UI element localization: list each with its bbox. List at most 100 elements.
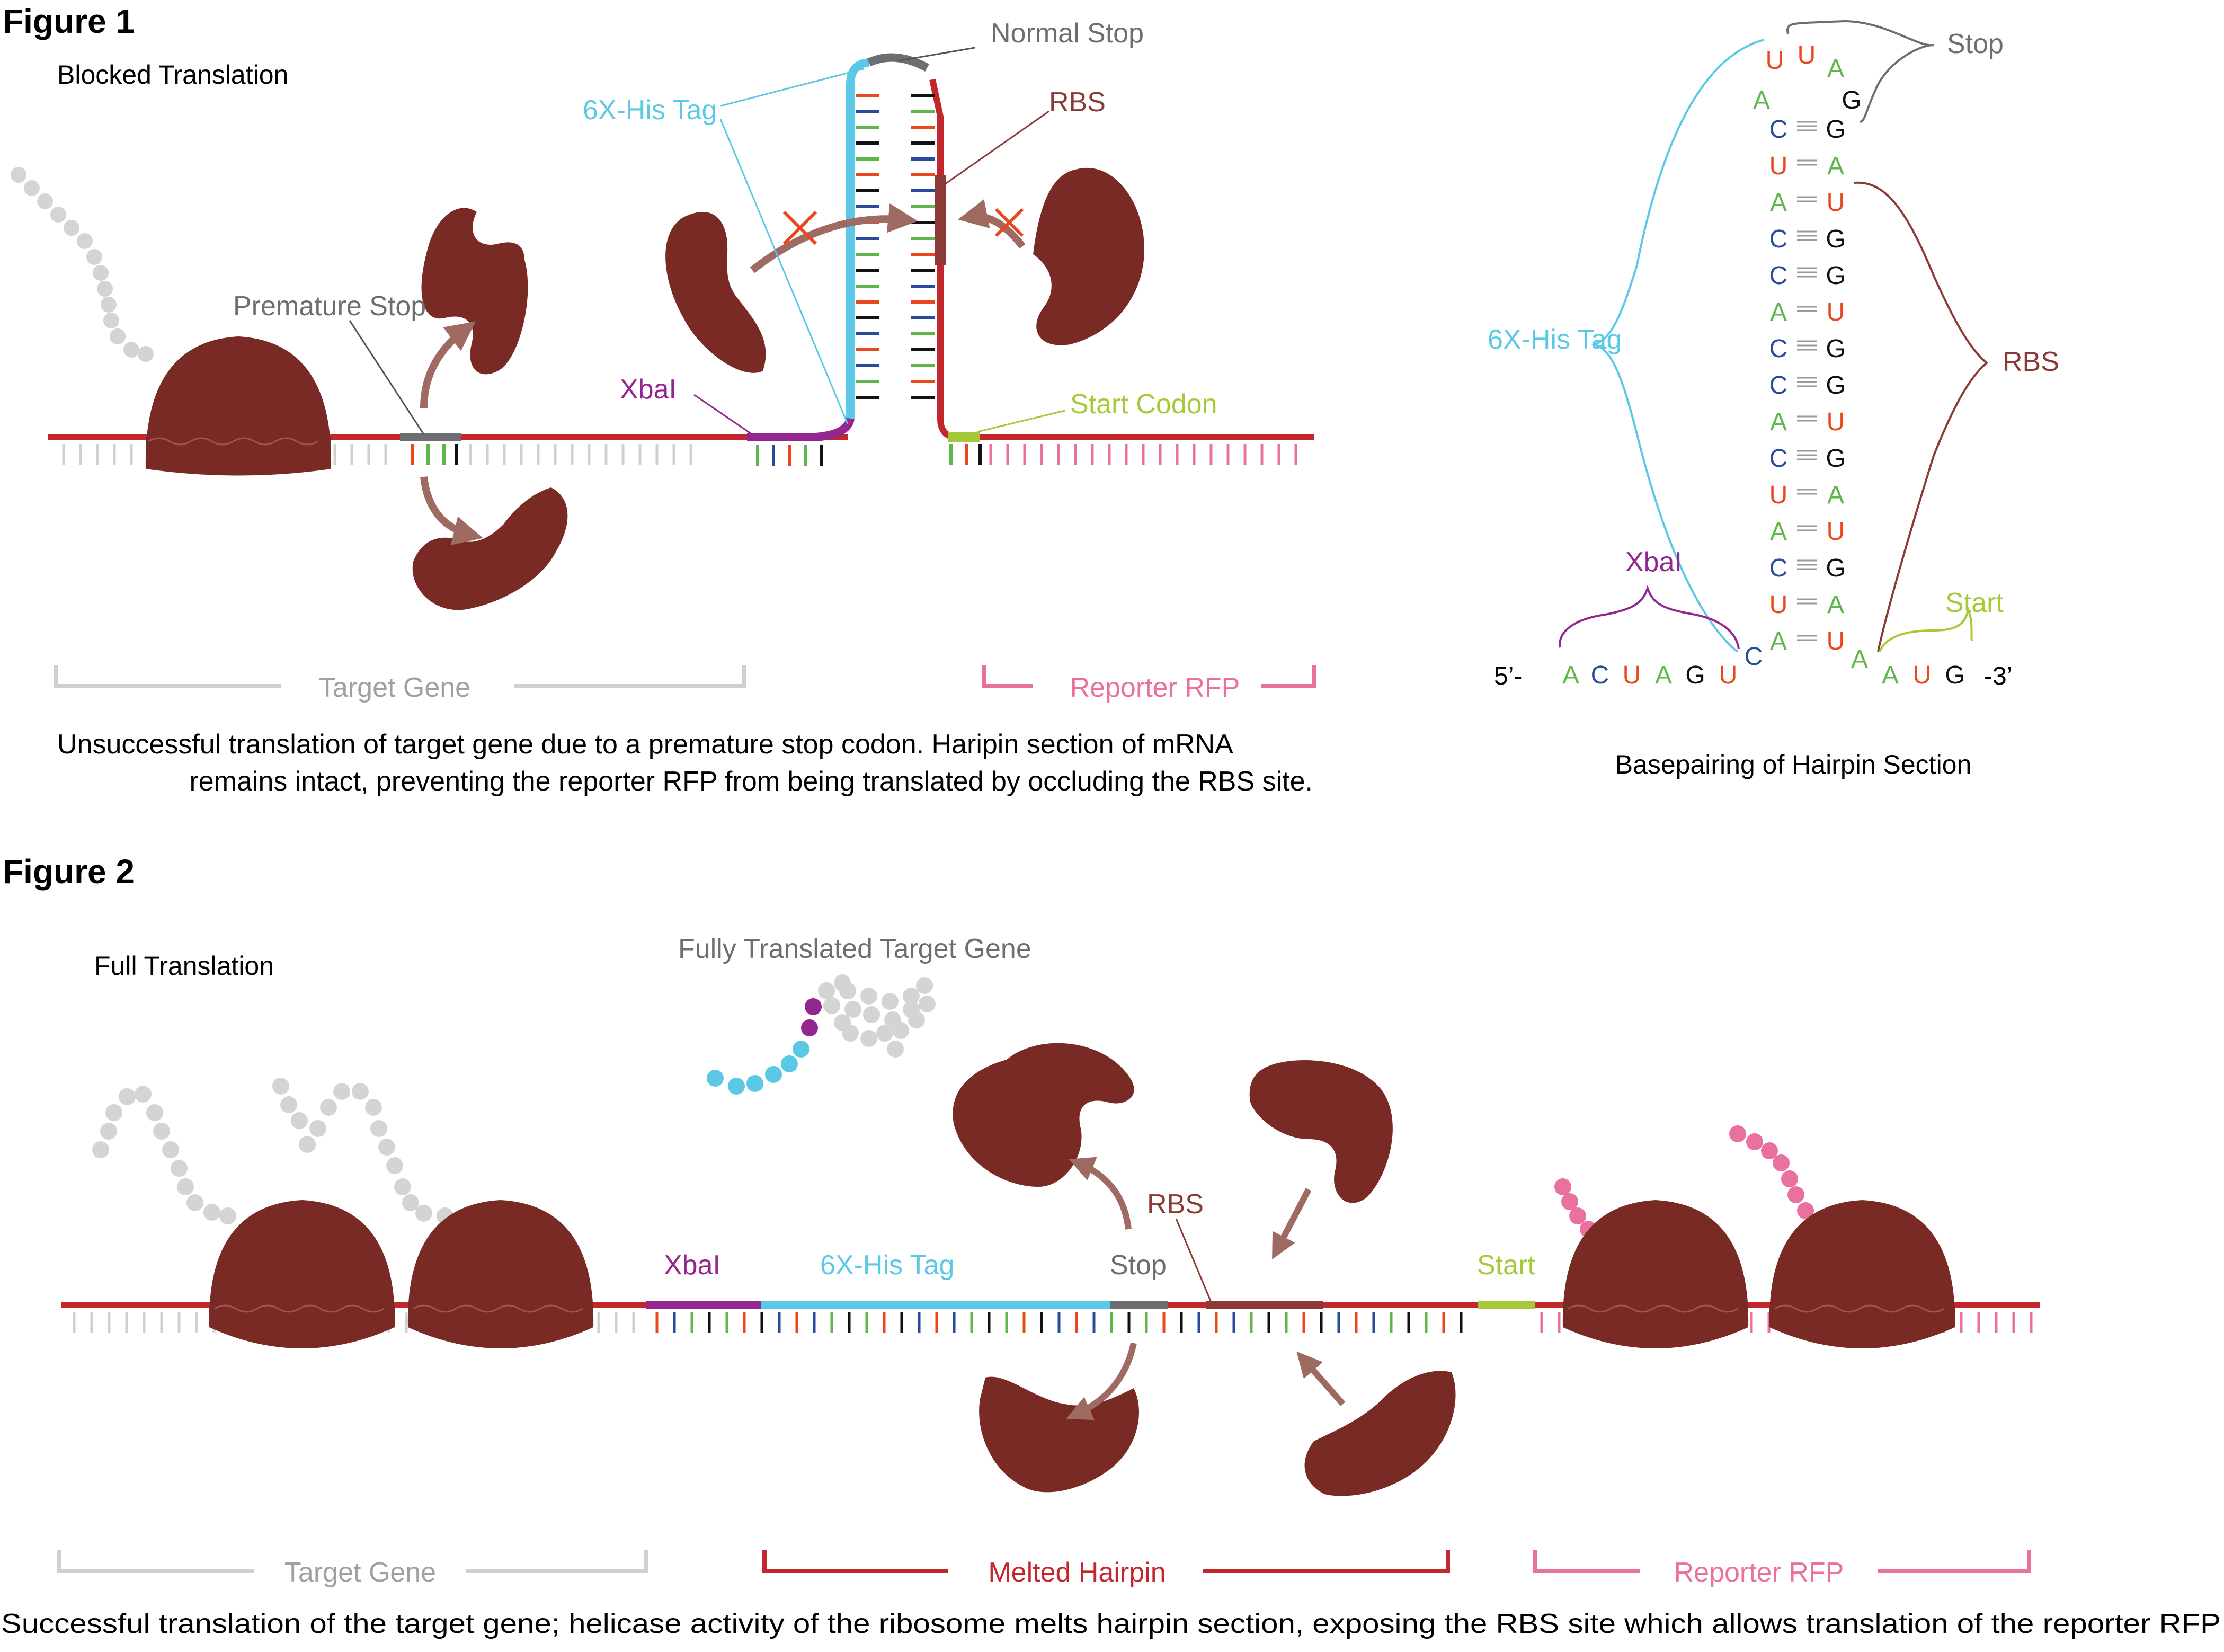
label-rbs-fig2: RBS [1147,1189,1204,1220]
hairpin-title: Basepairing of Hairpin Section [1615,750,1972,779]
amino-acid-bead [765,1066,782,1083]
large-subunit-released-top [421,208,528,375]
amino-acid-bead [1554,1178,1571,1195]
label-rbs: RBS [1049,87,1106,118]
figure1-caption-line1: Unsuccessful translation of target gene … [57,729,1233,760]
tail-base-5prime: G [1685,661,1705,689]
leader-start-codon [977,410,1065,433]
amino-acid-bead [97,281,113,297]
amino-acid-bead [37,193,53,209]
stem-base-right: U [1827,627,1845,655]
amino-acid-bead [863,1006,880,1023]
label-three-prime: -3’ [1984,662,2012,690]
stem-base-left: U [1769,152,1788,180]
amino-acid-bead [219,1207,236,1224]
tail-base-5prime: A [1655,661,1672,689]
amino-acid-bead [93,265,109,281]
amino-acid-bead [101,297,117,313]
amino-acid-bead [378,1139,395,1156]
arrow-bind-up-fig2 [1296,1351,1346,1406]
amino-acid-bead [919,996,936,1012]
amino-acid-bead [876,1025,893,1042]
hairpin-basepairing: AU U AGC GU AA UC GC GA UC GC GA UC GU AA UC GU AA UA C U A G… [1488,20,2059,779]
his-tag-brace [1591,39,1765,653]
mrna-channel [1568,1304,1738,1313]
amino-acid-bead [105,1104,122,1121]
amino-acid-bead [135,1086,152,1103]
label-xbal: XbaI [620,374,677,405]
label-start-codon: Start Codon [1070,389,1217,420]
amino-acid-bead [386,1157,403,1174]
label-his-tag: 6X-His Tag [583,95,717,126]
amino-acid-bead [781,1055,798,1072]
amino-acid-bead [123,342,139,358]
leader-premature-stop [349,320,425,435]
amino-acid-bead [365,1099,382,1116]
amino-acid-bead [1761,1142,1778,1159]
amino-acid-bead [1773,1154,1790,1171]
stem-base-left: C [1769,554,1788,582]
small-subunit-released-bottom [412,487,568,610]
mrna-channel [1774,1304,1945,1313]
stem-base-left: C [1769,335,1788,363]
figure2-caption: Successful translation of the target gen… [1,1609,2221,1639]
amino-acid-bead [916,977,933,994]
mrna-channel [413,1304,583,1313]
loop-base: A [1827,55,1844,83]
stem-base-left: A [1770,518,1787,546]
amino-acid-bead [92,1141,109,1158]
ribosome-small-subunit [1769,1299,1955,1348]
amino-acid-bead [882,993,899,1010]
figure2-title: Figure 2 [3,852,135,891]
label-hairpin-start: Start [1945,588,2004,618]
amino-acid-bead [805,998,822,1015]
stop-brace [1786,20,1934,123]
rbs-brace [1854,181,1989,652]
arrow-release-down-fig2 [1066,1342,1137,1420]
figure1: Figure 1 Blocked Translation [3,2,1316,797]
tail-base-5prime: C [1745,643,1763,671]
stem-base-left: C [1769,225,1788,253]
leader-normal-stop [897,47,975,62]
stem-base-right: U [1827,518,1845,546]
amino-acid-bead [119,1088,136,1105]
amino-acid-bead [138,346,154,362]
small-subunit-free-2 [1304,1371,1456,1496]
amino-acid-bead [103,313,119,328]
arrow-release-up-fig2 [1069,1157,1132,1230]
amino-acid-bead [823,997,840,1014]
ribosome [1562,1200,1749,1348]
tail-base-3prime: U [1913,661,1932,689]
large-subunit-blocked-right [1033,167,1144,345]
loop-base: U [1766,47,1784,75]
stem-base-right: A [1827,591,1844,619]
amino-acid-bead [1781,1170,1798,1187]
ribosome-large-subunit [407,1200,594,1327]
figure2-panel-title: Full Translation [94,951,274,981]
tail-base-3prime: A [1882,661,1899,689]
his-tag-strand [846,58,869,419]
stem-base-left: C [1769,371,1788,399]
tail-base-5prime: A [1562,661,1579,689]
label-xbal-fig2: XbaI [664,1250,720,1281]
figure1-title: Figure 1 [3,2,135,40]
amino-acid-bead [153,1123,170,1140]
figure1-caption-line2: remains intact, preventing the reporter … [189,766,1313,797]
ribosome [1769,1200,1955,1348]
ribosome-small-subunit [1563,1299,1748,1348]
tail-base-3prime: G [1945,661,1964,689]
stem-base-left: A [1770,408,1787,436]
label-melted-hairpin: Melted Hairpin [988,1557,1166,1588]
stem-base-right: U [1827,408,1845,436]
amino-acid-bead [1561,1193,1578,1210]
stem-base-right: U [1827,298,1845,326]
polypeptide-chain [11,167,154,362]
loop-base: G [1842,86,1861,114]
label-stop-fig2: Stop [1110,1250,1167,1281]
tail-base-3prime: A [1851,645,1868,673]
amino-acid-bead [280,1096,297,1113]
amino-acid-bead [309,1120,326,1137]
ribosome-large-subunit [1769,1200,1955,1327]
amino-acid-bead [110,328,126,344]
